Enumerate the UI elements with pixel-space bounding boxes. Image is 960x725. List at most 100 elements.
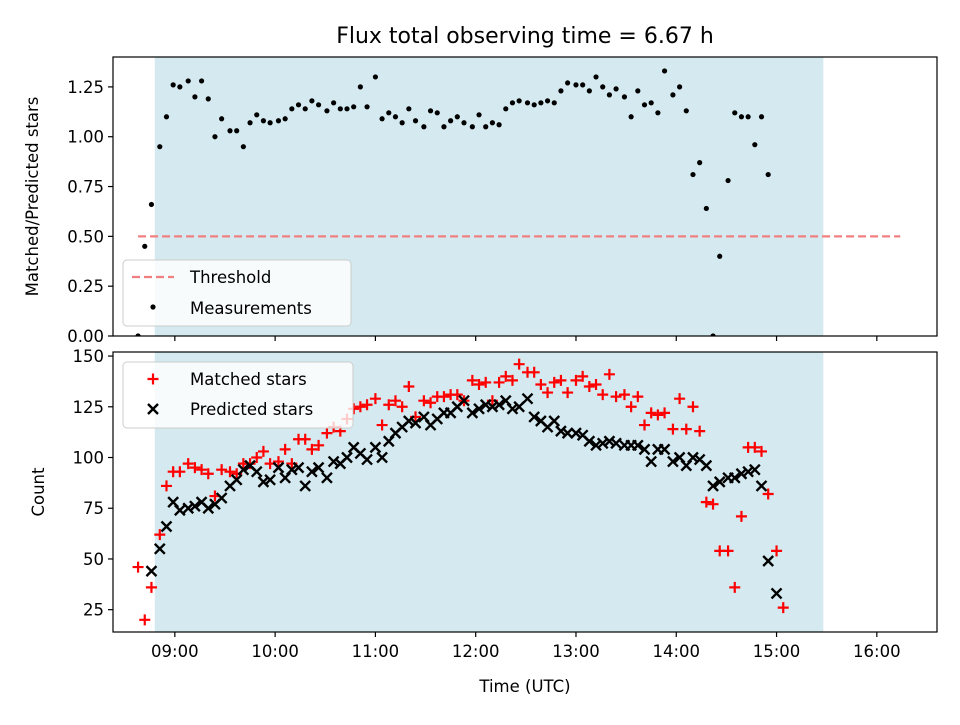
count-y-axis-label: Count (29, 467, 48, 517)
measurement-point (489, 120, 496, 126)
count-axes-frame (112, 351, 938, 633)
matched-star-point (160, 480, 172, 492)
ratio-y-axis-label: Matched/Predicted stars (23, 97, 42, 297)
legend-matched-swatch (147, 373, 159, 385)
predicted-star-point (409, 417, 422, 429)
legend-matched-label: Matched stars (190, 370, 307, 389)
matched-star-point (202, 468, 214, 480)
measurement-point (524, 100, 531, 106)
matched-star-point (480, 376, 492, 388)
measurement-point (421, 124, 427, 130)
measurement-point (148, 201, 155, 208)
matched-star-point (389, 395, 401, 407)
predicted-star-point (610, 437, 622, 450)
measurement-point (544, 98, 551, 104)
measurement-point (142, 243, 148, 249)
matched-star-point (700, 496, 712, 508)
measurement-point (538, 100, 544, 106)
matched-star-point (694, 425, 706, 437)
measurement-point (580, 82, 586, 88)
measurement-point (829, 0, 834, 3)
measurement-point (531, 102, 537, 108)
measurement-point (891, 0, 896, 3)
measurement-point (185, 78, 191, 84)
measurement-point (690, 171, 696, 178)
measurement-point (406, 106, 412, 112)
matched-star-point (174, 466, 186, 478)
predicted-star-point (466, 407, 479, 419)
measurement-point (254, 112, 260, 118)
ratio-legend: Threshold Measurements (122, 259, 352, 327)
matched-star-point (272, 456, 284, 468)
matched-star-point (707, 498, 719, 510)
x-tick-label: 16:00 (853, 642, 901, 661)
predicted-star-point (583, 435, 596, 448)
matched-star-point (189, 462, 201, 474)
matched-star-point (306, 443, 318, 455)
matched-star-point (645, 407, 657, 419)
predicted-star-point (555, 425, 567, 437)
measurement-point (260, 118, 267, 124)
predicted-star-point (174, 504, 186, 517)
measurement-point (863, 0, 868, 3)
matched-star-point (383, 399, 395, 411)
matched-star-point (466, 374, 478, 386)
measurement-point (613, 86, 619, 92)
measurement-point (448, 118, 454, 124)
matched-star-point (182, 458, 194, 470)
measurement-point (801, 0, 806, 3)
y-tick-label: 125 (73, 398, 105, 417)
legend-threshold-label: Threshold (189, 268, 271, 287)
measurement-point (503, 106, 509, 112)
predicted-star-point (486, 400, 499, 413)
matched-star-point (535, 378, 547, 390)
measurement-point (399, 120, 405, 126)
matched-star-point (500, 370, 512, 382)
measurement-point (565, 80, 571, 86)
predicted-star-point (707, 480, 719, 492)
predicted-star-point (250, 465, 263, 478)
matched-star-point (139, 614, 151, 626)
predicted-star-point (687, 451, 699, 464)
measurement-point (628, 114, 634, 120)
matched-star-point (570, 374, 582, 386)
predicted-star-point (770, 587, 783, 600)
measurement-point (600, 84, 606, 90)
measurement-point (661, 68, 668, 74)
predicted-star-point (735, 467, 748, 480)
predicted-star-point (658, 443, 671, 456)
matched-star-point (438, 391, 450, 403)
measurement-point (898, 0, 903, 3)
predicted-star-point (237, 463, 250, 476)
matched-star-point (279, 443, 291, 455)
matched-star-point (493, 376, 505, 388)
legend-predicted-swatch (147, 403, 159, 415)
measurement-point (469, 124, 475, 130)
predicted-star-point (570, 427, 582, 440)
ratio-axes-frame (112, 56, 938, 337)
matched-star-point (354, 401, 366, 413)
matched-star-point (610, 391, 622, 403)
predicted-star-point (762, 555, 775, 567)
measurement-point (725, 177, 731, 184)
measurement-point (683, 108, 689, 114)
x-tick-label: 14:00 (652, 642, 700, 661)
predicted-star-point (361, 453, 373, 466)
measurement-point (878, 0, 883, 3)
measurement-point (434, 110, 440, 116)
matched-star-point (652, 409, 664, 421)
measurement-point (337, 106, 343, 112)
measurement-point (282, 116, 288, 122)
measurement-point (386, 110, 392, 116)
measurement-point (745, 114, 751, 120)
predicted-star-point (153, 542, 166, 555)
measurement-point (774, 0, 779, 3)
measurement-point (586, 88, 592, 94)
matched-star-point (321, 427, 333, 439)
legend-measurements-swatch (150, 304, 156, 310)
matched-star-point (132, 561, 144, 573)
matched-star-point (583, 380, 595, 392)
measurement-point (842, 0, 847, 3)
